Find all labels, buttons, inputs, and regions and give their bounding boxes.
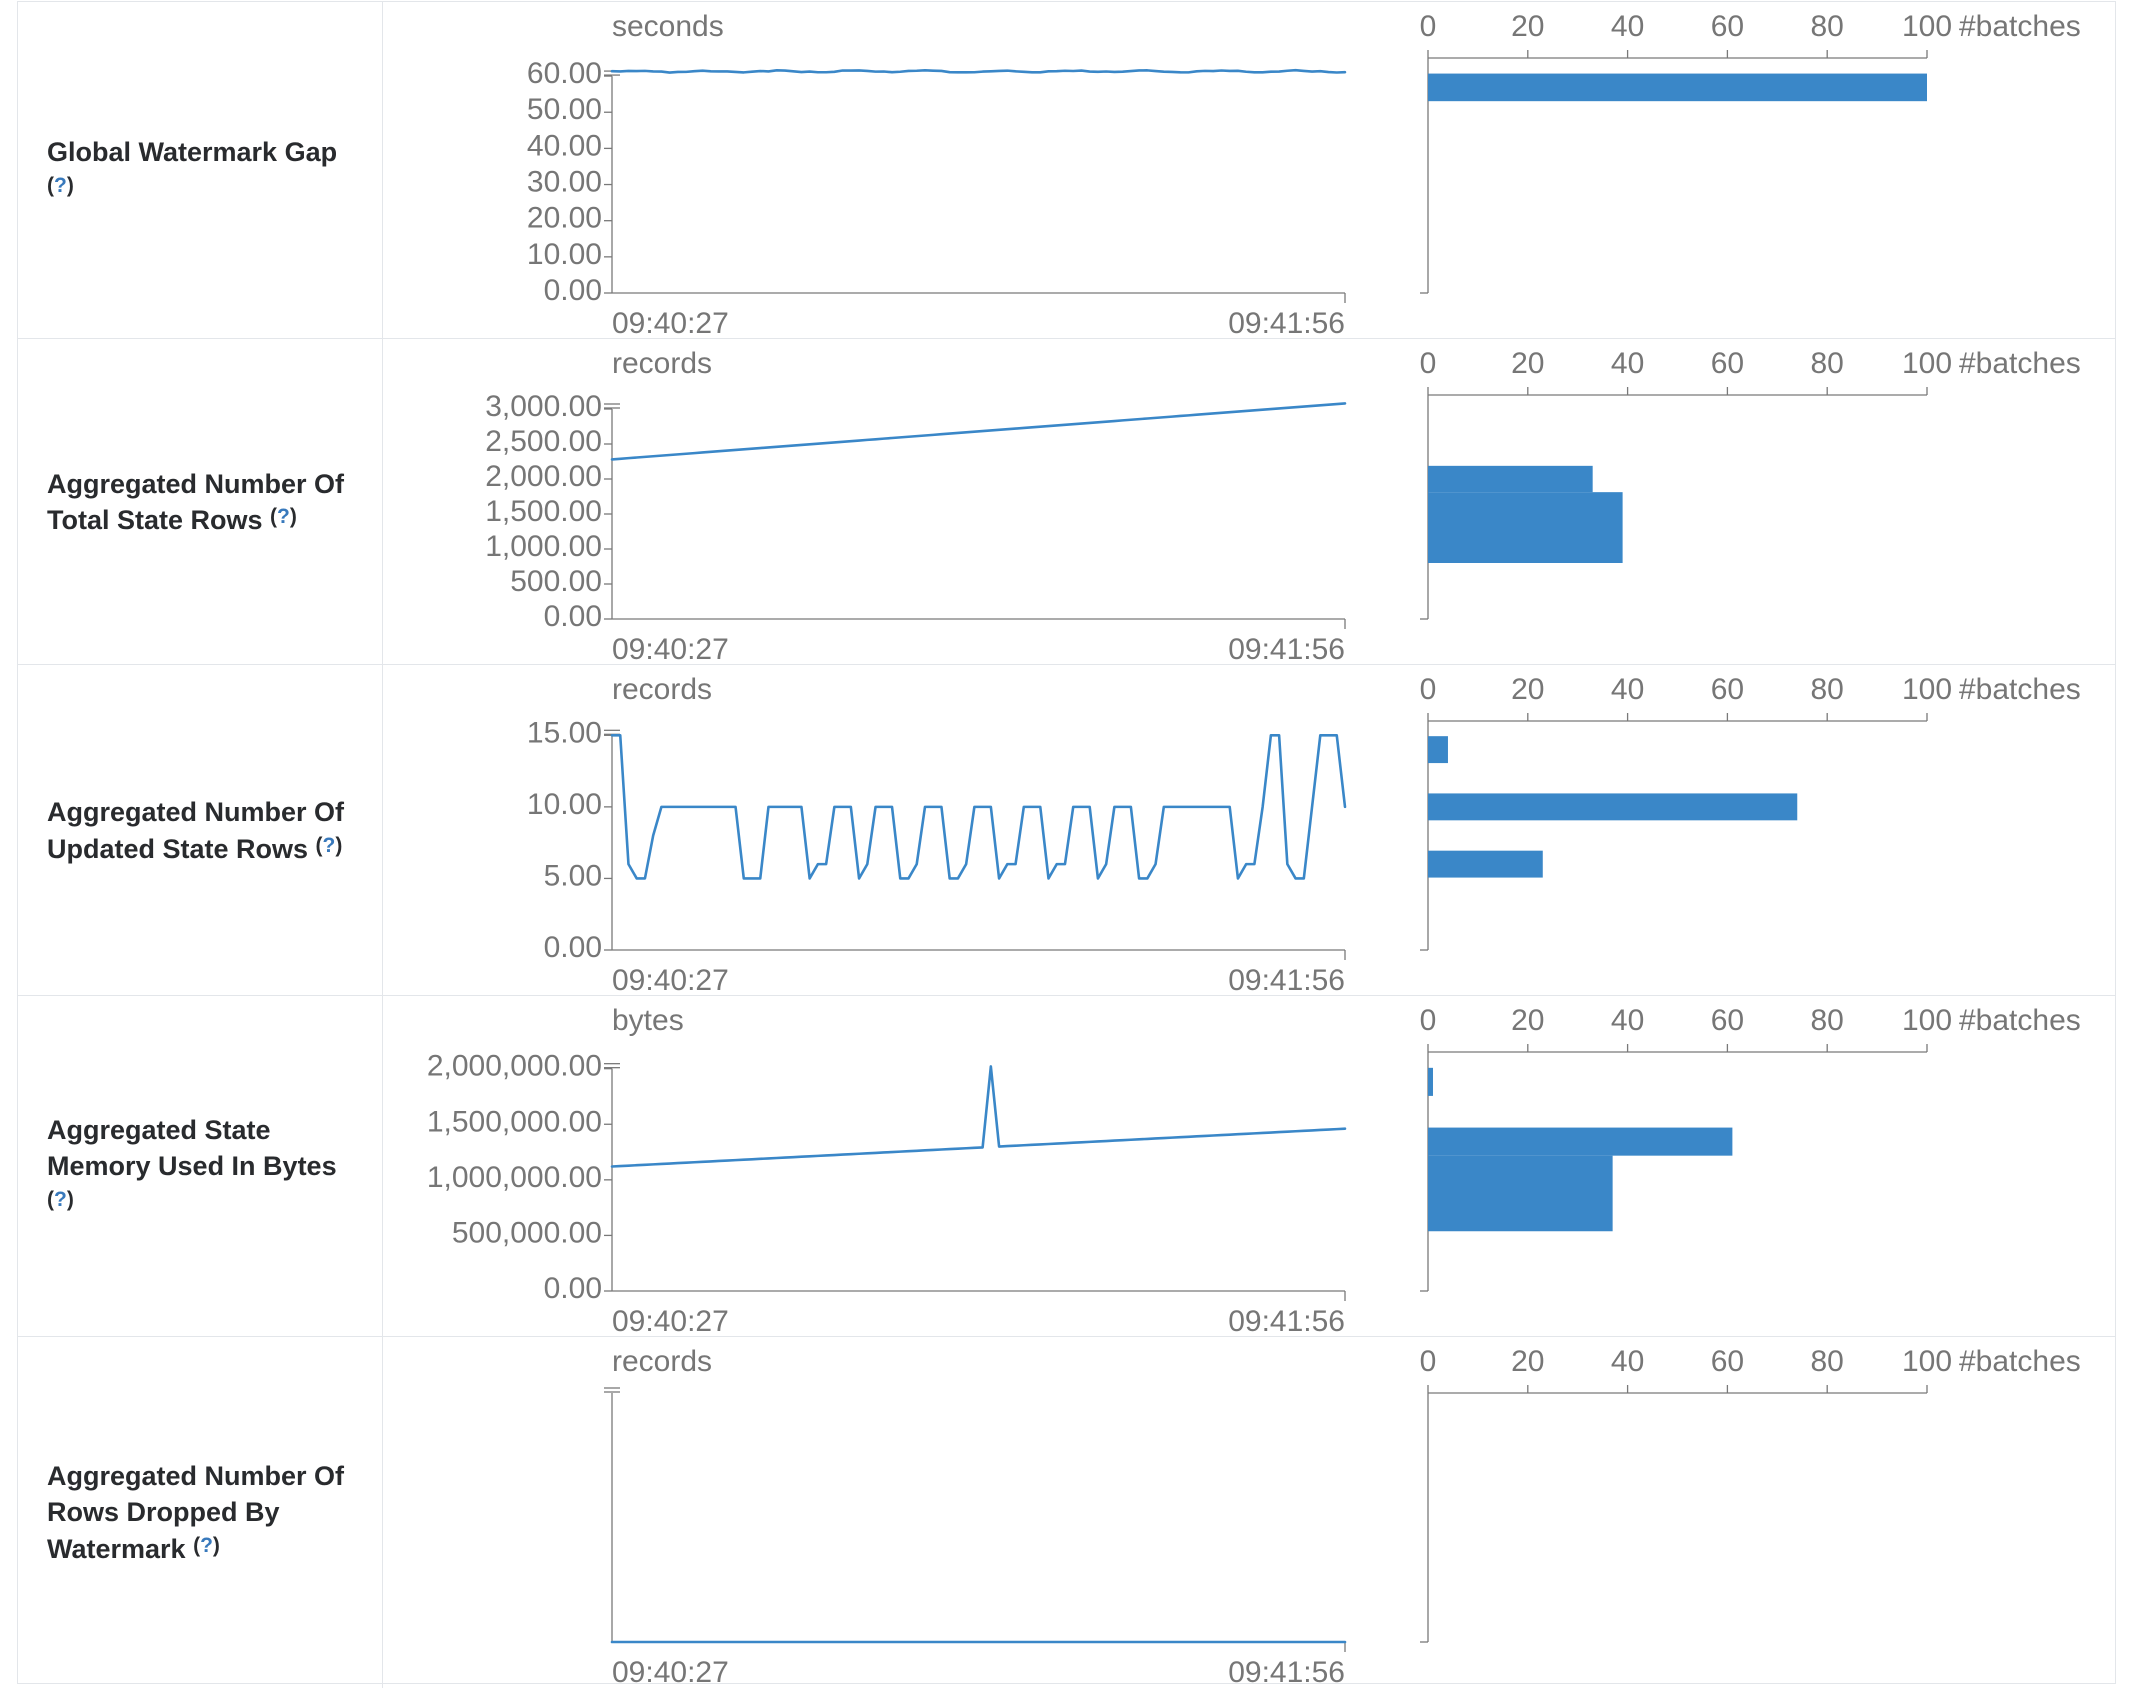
svg-text:records: records — [612, 673, 712, 706]
svg-text:100: 100 — [1902, 347, 1952, 380]
svg-text:3,000.00: 3,000.00 — [485, 390, 602, 423]
svg-text:0.00: 0.00 — [544, 1272, 602, 1305]
svg-text:80: 80 — [1811, 1345, 1844, 1378]
svg-text:100: 100 — [1902, 673, 1952, 706]
svg-text:09:40:27: 09:40:27 — [612, 633, 729, 665]
svg-text:500,000.00: 500,000.00 — [452, 1216, 602, 1249]
svg-text:20: 20 — [1511, 10, 1544, 43]
svg-text:09:41:56: 09:41:56 — [1228, 1305, 1345, 1337]
svg-text:40: 40 — [1611, 347, 1644, 380]
svg-text:1,000,000.00: 1,000,000.00 — [427, 1161, 602, 1194]
svg-text:2,000,000.00: 2,000,000.00 — [427, 1050, 602, 1083]
svg-text:40: 40 — [1611, 1004, 1644, 1037]
svg-text:0: 0 — [1420, 673, 1436, 706]
svg-text:40: 40 — [1611, 1345, 1644, 1378]
svg-text:500.00: 500.00 — [510, 565, 602, 598]
svg-text:60: 60 — [1711, 1004, 1744, 1037]
svg-text:30.00: 30.00 — [527, 166, 602, 199]
svg-text:100: 100 — [1902, 1345, 1952, 1378]
svg-text:10.00: 10.00 — [527, 238, 602, 271]
svg-text:09:41:56: 09:41:56 — [1228, 633, 1345, 665]
svg-text:80: 80 — [1811, 1004, 1844, 1037]
svg-text:60: 60 — [1711, 10, 1744, 43]
svg-text:2,500.00: 2,500.00 — [485, 425, 602, 458]
svg-text:0: 0 — [1420, 10, 1436, 43]
svg-text:60: 60 — [1711, 1345, 1744, 1378]
svg-text:20.00: 20.00 — [527, 202, 602, 235]
svg-text:09:40:27: 09:40:27 — [612, 964, 729, 996]
svg-text:1,500.00: 1,500.00 — [485, 495, 602, 528]
svg-text:50.00: 50.00 — [527, 93, 602, 126]
svg-text:80: 80 — [1811, 673, 1844, 706]
svg-text:records: records — [612, 1345, 712, 1378]
svg-text:09:40:27: 09:40:27 — [612, 1656, 729, 1688]
svg-text:2,000.00: 2,000.00 — [485, 460, 602, 493]
svg-text:20: 20 — [1511, 347, 1544, 380]
svg-text:09:41:56: 09:41:56 — [1228, 307, 1345, 339]
svg-text:records: records — [612, 347, 712, 380]
svg-text:0: 0 — [1420, 347, 1436, 380]
svg-text:1,000.00: 1,000.00 — [485, 530, 602, 563]
svg-text:40: 40 — [1611, 10, 1644, 43]
svg-text:09:40:27: 09:40:27 — [612, 1305, 729, 1337]
svg-text:100: 100 — [1902, 10, 1952, 43]
svg-text:15.00: 15.00 — [527, 716, 602, 749]
svg-text:09:41:56: 09:41:56 — [1228, 1656, 1345, 1688]
svg-text:1,500,000.00: 1,500,000.00 — [427, 1105, 602, 1138]
svg-text:5.00: 5.00 — [544, 859, 602, 892]
svg-text:40.00: 40.00 — [527, 129, 602, 162]
svg-text:09:40:27: 09:40:27 — [612, 307, 729, 339]
svg-text:bytes: bytes — [612, 1004, 684, 1037]
svg-text:60.00: 60.00 — [527, 57, 602, 90]
svg-text:0: 0 — [1420, 1345, 1436, 1378]
svg-text:60: 60 — [1711, 673, 1744, 706]
svg-text:0.00: 0.00 — [544, 931, 602, 964]
svg-text:80: 80 — [1811, 10, 1844, 43]
svg-text:#batches: #batches — [1959, 1345, 2081, 1378]
svg-text:#batches: #batches — [1959, 673, 2081, 706]
svg-text:#batches: #batches — [1959, 10, 2081, 43]
svg-text:#batches: #batches — [1959, 1004, 2081, 1037]
svg-text:20: 20 — [1511, 673, 1544, 706]
svg-text:0: 0 — [1420, 1004, 1436, 1037]
svg-text:0.00: 0.00 — [544, 274, 602, 307]
svg-text:80: 80 — [1811, 347, 1844, 380]
svg-text:40: 40 — [1611, 673, 1644, 706]
svg-text:seconds: seconds — [612, 10, 724, 43]
svg-text:10.00: 10.00 — [527, 788, 602, 821]
svg-text:60: 60 — [1711, 347, 1744, 380]
svg-text:#batches: #batches — [1959, 347, 2081, 380]
svg-text:100: 100 — [1902, 1004, 1952, 1037]
svg-text:20: 20 — [1511, 1004, 1544, 1037]
svg-text:09:41:56: 09:41:56 — [1228, 964, 1345, 996]
svg-text:0.00: 0.00 — [544, 600, 602, 633]
svg-text:20: 20 — [1511, 1345, 1544, 1378]
